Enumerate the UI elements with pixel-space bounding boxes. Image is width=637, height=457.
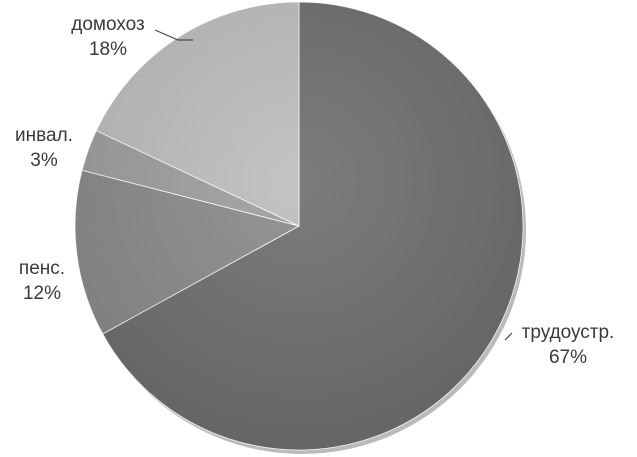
slice-label-инвал-value: 3% xyxy=(30,150,58,171)
slice-labels: домохоз 18% инвал. 3% пенс. 12% трудоуст… xyxy=(15,14,614,368)
slice-label-инвал-name: инвал. xyxy=(15,125,73,146)
slice-label-пенс-value: 12% xyxy=(23,283,61,304)
pie-slices xyxy=(74,1,524,451)
leader-line-домохоз xyxy=(154,29,193,41)
slice-label-домохоз-name: домохоз xyxy=(71,14,144,35)
leader-lines xyxy=(154,29,513,341)
slice-label-домохоз-value: 18% xyxy=(89,39,127,60)
slice-label-трудоустр-value: 67% xyxy=(549,347,587,368)
pie-shading-overlay xyxy=(75,2,523,450)
leader-line-трудоустр xyxy=(504,332,513,341)
slice-label-трудоустр-name: трудоустр. xyxy=(522,322,615,343)
slice-label-пенс-name: пенс. xyxy=(19,258,65,279)
